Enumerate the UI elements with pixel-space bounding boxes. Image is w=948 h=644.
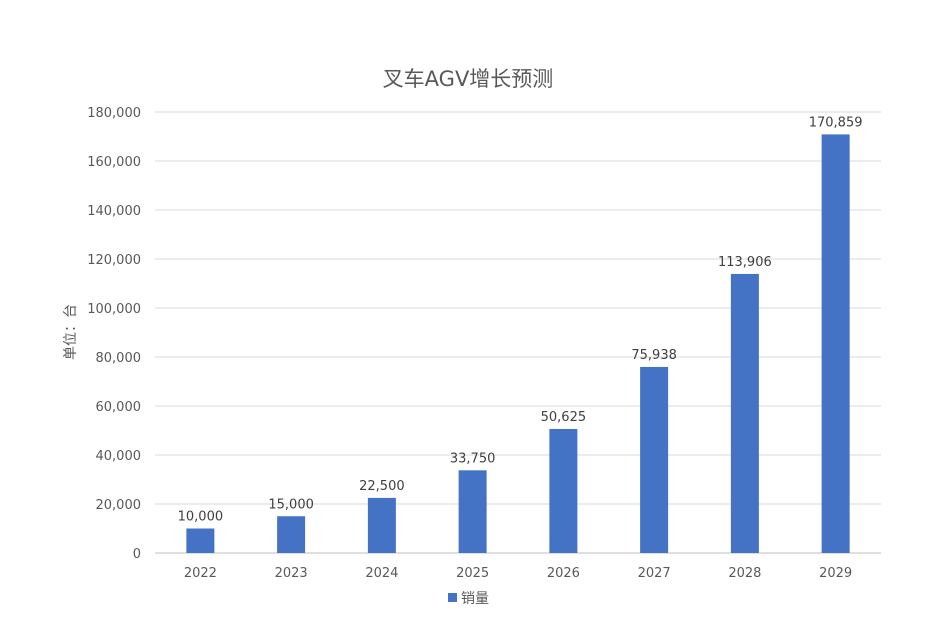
x-tick-label: 2025 [456, 566, 489, 581]
data-label-2023: 15,000 [268, 497, 314, 512]
x-tick-label: 2024 [365, 566, 398, 581]
x-tick-label: 2027 [638, 566, 671, 581]
data-label-2028: 113,906 [718, 255, 772, 270]
legend-swatch [448, 593, 457, 602]
bar-2025 [458, 470, 487, 553]
data-label-2026: 50,625 [541, 410, 587, 425]
x-tick-label: 2029 [819, 566, 852, 581]
y-tick-label: 0 [133, 547, 141, 562]
y-tick-label: 40,000 [96, 449, 142, 464]
y-tick-label: 80,000 [96, 351, 142, 366]
data-labels: 10,000 15,000 22,500 33,750 50,625 75,938 113,… [178, 115, 863, 524]
bar-2024 [367, 497, 396, 553]
bar-2027 [640, 366, 669, 553]
bar-2028 [730, 273, 759, 553]
y-axis-ticks: 0 20,000 40,000 60,000 80,000 100,000 120,000 1… [87, 106, 141, 562]
x-tick-label: 2022 [184, 566, 217, 581]
grid-lines [155, 111, 881, 554]
x-tick-label: 2023 [275, 566, 308, 581]
data-label-2024: 22,500 [359, 479, 405, 494]
data-label-2025: 33,750 [450, 451, 496, 466]
y-tick-label: 180,000 [87, 106, 141, 121]
y-tick-label: 120,000 [87, 253, 141, 268]
bar-2029 [821, 134, 850, 553]
legend: 销量 [448, 591, 489, 607]
x-tick-label: 2026 [547, 566, 580, 581]
bar-series [186, 134, 850, 553]
y-axis-title: 单位：台 [63, 304, 79, 360]
y-tick-label: 160,000 [87, 155, 141, 170]
x-tick-label: 2028 [728, 566, 761, 581]
data-label-2029: 170,859 [809, 115, 863, 130]
chart-title: 叉车AGV增长预测 [383, 67, 554, 91]
y-tick-label: 100,000 [87, 302, 141, 317]
y-tick-label: 20,000 [96, 498, 142, 513]
y-tick-label: 140,000 [87, 204, 141, 219]
data-label-2022: 10,000 [178, 510, 224, 525]
x-axis-ticks: 2022 2023 2024 2025 2026 2027 2028 2029 [184, 566, 852, 581]
bar-2023 [277, 516, 306, 553]
data-label-2027: 75,938 [631, 348, 677, 363]
bar-2022 [186, 528, 215, 553]
legend-label: 销量 [461, 591, 489, 607]
y-tick-label: 60,000 [96, 400, 142, 415]
bar-2026 [549, 428, 578, 553]
